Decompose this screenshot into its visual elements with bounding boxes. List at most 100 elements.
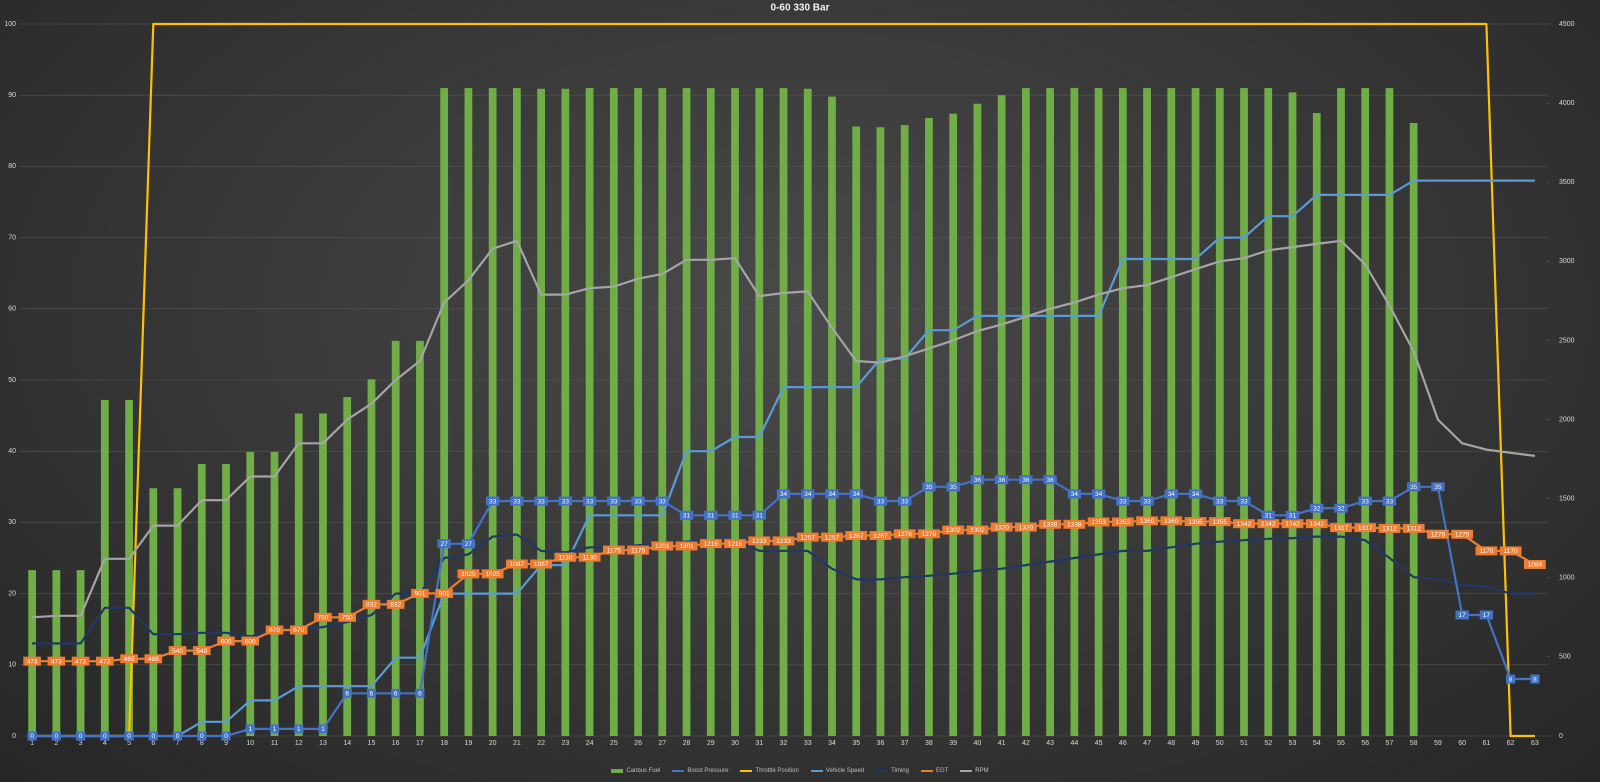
data-label-box (607, 496, 621, 506)
data-label: 473 (99, 658, 110, 665)
data-label-box (534, 496, 548, 506)
x-tick-label: 16 (392, 740, 400, 747)
x-tick-label: 41 (998, 740, 1006, 747)
data-label-box (1091, 489, 1106, 499)
x-tick-label: 30 (731, 740, 739, 747)
data-label: 6 (418, 690, 422, 697)
x-tick-label: 55 (1337, 740, 1345, 747)
x-tick-label: 9 (224, 740, 228, 747)
data-label-box (1281, 519, 1304, 529)
x-tick-label: 26 (634, 740, 642, 747)
data-label-box (338, 612, 357, 622)
data-label-box (1285, 510, 1300, 520)
y2-tick-label: 3500 (1559, 179, 1575, 186)
data-label-box (897, 496, 912, 506)
data-label-box (71, 656, 90, 666)
data-label-box (144, 654, 163, 664)
chart-title: 0-60 330 Bar (771, 3, 830, 14)
data-label: 1 (248, 726, 252, 733)
bar (100, 399, 109, 736)
data-label: 1267 (873, 533, 888, 540)
data-label: 1320 (994, 524, 1009, 531)
data-label: 1233 (776, 538, 791, 545)
x-tick-label: 51 (1240, 740, 1248, 747)
bar (1288, 92, 1297, 737)
data-label-box (342, 688, 352, 698)
data-label-box (294, 724, 304, 734)
bar (440, 88, 449, 736)
x-tick-label: 1 (30, 740, 34, 747)
line (32, 179, 1535, 738)
data-label: 0 (127, 733, 131, 740)
bar (149, 488, 158, 736)
data-label-box (481, 569, 504, 579)
data-label-box (457, 569, 480, 579)
y-tick-label: 90 (8, 92, 16, 99)
data-label: 1342 (1285, 521, 1300, 528)
x-tick-label: 57 (1386, 740, 1394, 747)
data-label: 1257 (825, 534, 840, 541)
bar (1046, 88, 1054, 736)
data-label: 1 (273, 726, 277, 733)
data-label-box (554, 552, 577, 562)
data-label-box (510, 496, 524, 506)
x-tick-label: 42 (1022, 740, 1030, 747)
bar (391, 340, 400, 736)
data-label: 750 (342, 615, 353, 622)
data-label: 1087 (534, 561, 549, 568)
data-label-box (1305, 519, 1328, 529)
legend-swatch (810, 770, 823, 772)
x-tick-label: 39 (949, 740, 957, 747)
data-label: 750 (318, 615, 329, 622)
data-label-box (411, 588, 429, 598)
x-tick-label: 28 (683, 740, 691, 747)
data-label: 34 (828, 491, 836, 498)
data-label: 1084 (1528, 562, 1543, 569)
legend: Canbus Fuel Boost Pressure Throttle Positi… (0, 768, 1600, 774)
data-label-box (966, 525, 989, 535)
data-label: 1267 (849, 533, 864, 540)
legend-swatch (611, 769, 624, 773)
data-label-box (1184, 517, 1207, 527)
x-tick-label: 17 (416, 740, 424, 747)
x-tick-label: 24 (586, 740, 594, 747)
data-label-box (391, 688, 401, 698)
data-label: 0 (151, 733, 155, 740)
data-label: 1320 (1019, 524, 1034, 531)
data-label-box (1354, 523, 1377, 533)
data-label-box (461, 539, 476, 549)
x-tick-label: 12 (295, 740, 303, 747)
data-label-box (362, 599, 381, 609)
data-label: 8 (1533, 676, 1537, 683)
data-label-box (922, 482, 936, 492)
x-tick-label: 58 (1410, 740, 1418, 747)
y2-tick-label: 3000 (1559, 258, 1575, 265)
y2-tick-label: 1500 (1559, 496, 1575, 503)
y-tick-label: 30 (8, 519, 16, 526)
data-label-box (582, 496, 597, 506)
data-label: 473 (51, 658, 62, 665)
data-label-box (1382, 496, 1397, 506)
bar (1094, 88, 1103, 736)
x-tick-label: 61 (1483, 740, 1491, 747)
bar (803, 88, 812, 737)
bar (1191, 88, 1200, 736)
data-label-box (415, 688, 425, 698)
data-label-box (314, 612, 332, 622)
data-label-box (1257, 519, 1280, 529)
data-label: 31 (707, 512, 715, 519)
data-label-box (217, 636, 235, 646)
legend-label: Timing (891, 768, 909, 774)
x-tick-label: 5 (127, 740, 131, 747)
data-label-box (1431, 482, 1445, 492)
data-label-box (699, 539, 722, 549)
data-label-box (485, 496, 500, 506)
x-tick-label: 36 (877, 740, 885, 747)
legend-item: Timing (876, 768, 909, 774)
data-label-box (1208, 517, 1231, 527)
x-tick-label: 27 (658, 740, 666, 747)
data-label: 1175 (607, 547, 621, 554)
x-tick-label: 10 (246, 740, 254, 747)
legend-label: Throttle Position (755, 768, 799, 774)
x-tick-label: 44 (1070, 740, 1078, 747)
